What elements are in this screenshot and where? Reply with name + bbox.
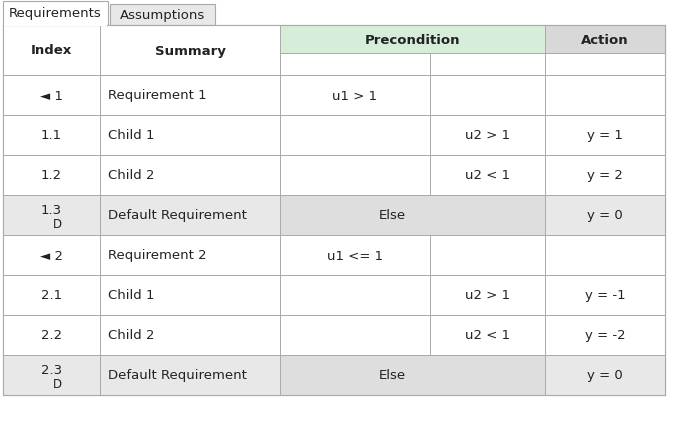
Bar <box>3 26 665 395</box>
Bar <box>280 196 545 236</box>
Bar <box>545 54 665 76</box>
Text: Child 1: Child 1 <box>108 129 154 142</box>
Bar <box>430 76 545 116</box>
Bar <box>280 116 430 155</box>
Bar <box>280 76 430 116</box>
Bar <box>280 315 430 355</box>
Text: y = 2: y = 2 <box>587 169 623 182</box>
Text: Child 2: Child 2 <box>108 329 154 342</box>
Text: Child 1: Child 1 <box>108 289 154 302</box>
Bar <box>545 275 665 315</box>
Text: u2 > 1: u2 > 1 <box>465 289 510 302</box>
Text: y = 0: y = 0 <box>587 368 623 382</box>
Bar <box>100 236 280 275</box>
Bar <box>545 26 665 54</box>
Bar <box>430 116 545 155</box>
Bar <box>280 236 430 275</box>
Text: D: D <box>53 218 62 231</box>
Bar <box>430 275 545 315</box>
Bar <box>280 275 430 315</box>
Bar <box>545 155 665 196</box>
Text: Requirement 1: Requirement 1 <box>108 89 206 102</box>
Text: 1.1: 1.1 <box>41 129 62 142</box>
Bar <box>545 236 665 275</box>
Bar <box>430 54 545 76</box>
Text: y = -2: y = -2 <box>584 329 626 342</box>
Text: 1.3: 1.3 <box>41 204 62 217</box>
Bar <box>100 355 280 395</box>
Text: Action: Action <box>581 33 629 46</box>
Bar <box>100 315 280 355</box>
Bar <box>3 315 100 355</box>
Bar <box>3 355 100 395</box>
Text: y = 0: y = 0 <box>587 209 623 222</box>
Bar <box>280 54 430 76</box>
Text: ◄ 1: ◄ 1 <box>40 89 63 102</box>
Bar <box>545 116 665 155</box>
Bar <box>4 25 107 27</box>
Text: Requirement 2: Requirement 2 <box>108 249 206 262</box>
Text: Default Requirement: Default Requirement <box>108 368 247 382</box>
Bar <box>100 26 280 76</box>
Text: Index: Index <box>31 44 72 58</box>
Text: Else: Else <box>379 368 406 382</box>
Bar <box>280 26 545 54</box>
Text: y = 1: y = 1 <box>587 129 623 142</box>
Text: Summary: Summary <box>154 44 225 58</box>
Bar <box>545 355 665 395</box>
Text: u2 > 1: u2 > 1 <box>465 129 510 142</box>
Text: u1 > 1: u1 > 1 <box>332 89 377 102</box>
Bar <box>100 76 280 116</box>
Text: 2.2: 2.2 <box>41 329 62 342</box>
Text: u1 <= 1: u1 <= 1 <box>327 249 383 262</box>
Text: Assumptions: Assumptions <box>120 9 205 22</box>
Bar <box>430 315 545 355</box>
Bar <box>3 275 100 315</box>
Bar <box>100 155 280 196</box>
Bar <box>3 236 100 275</box>
Text: u2 < 1: u2 < 1 <box>465 329 510 342</box>
Bar <box>4 25 107 27</box>
Bar <box>3 116 100 155</box>
Bar <box>100 116 280 155</box>
Text: 2.1: 2.1 <box>41 289 62 302</box>
Bar <box>430 155 545 196</box>
Text: Child 2: Child 2 <box>108 169 154 182</box>
Bar <box>3 76 100 116</box>
Text: y = -1: y = -1 <box>584 289 626 302</box>
Text: D: D <box>53 377 62 391</box>
Text: u2 < 1: u2 < 1 <box>465 169 510 182</box>
Text: 2.3: 2.3 <box>41 364 62 377</box>
Text: Requirements: Requirements <box>9 8 102 20</box>
Bar <box>110 5 215 26</box>
Text: 1.2: 1.2 <box>41 169 62 182</box>
Bar <box>3 2 108 26</box>
Text: ◄ 2: ◄ 2 <box>40 249 63 262</box>
Bar <box>100 275 280 315</box>
Bar <box>3 26 100 76</box>
Bar <box>545 196 665 236</box>
Bar <box>545 315 665 355</box>
Bar <box>430 236 545 275</box>
Text: Precondition: Precondition <box>365 33 460 46</box>
Text: Default Requirement: Default Requirement <box>108 209 247 222</box>
Bar <box>100 196 280 236</box>
Bar <box>280 355 545 395</box>
Text: Else: Else <box>379 209 406 222</box>
Bar <box>280 155 430 196</box>
Bar <box>3 155 100 196</box>
Bar <box>3 196 100 236</box>
Bar <box>545 76 665 116</box>
